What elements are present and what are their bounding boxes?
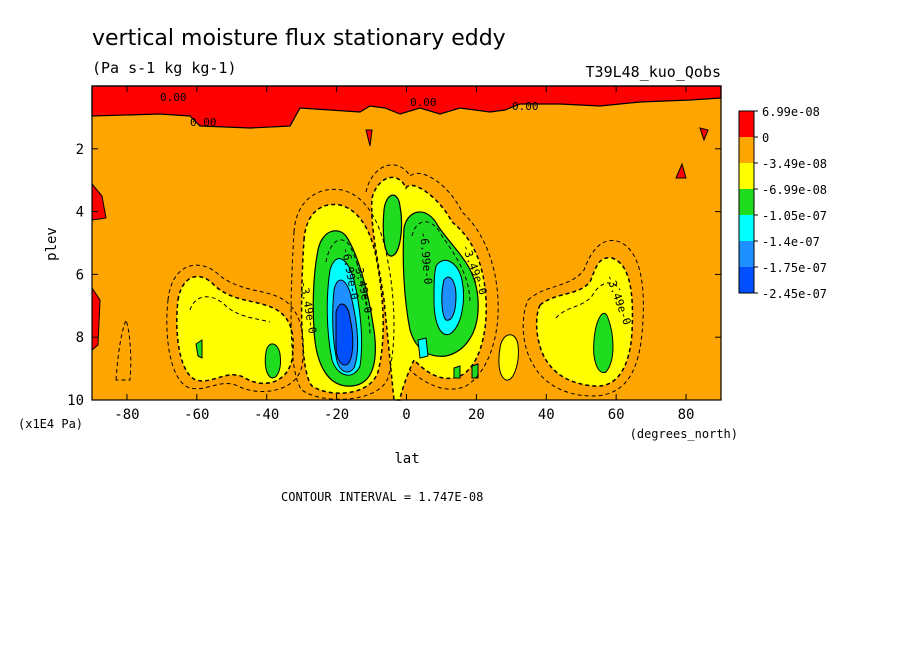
deep-blue-region-south <box>335 303 354 366</box>
y-tick-label: 4 <box>76 205 84 221</box>
positive-region-drip <box>365 129 373 147</box>
axis-ticks: -80 -60 -40 -20 0 20 40 60 80 2 4 6 8 10 <box>67 86 721 423</box>
x-tick-label: -40 <box>254 407 279 423</box>
colorbar-label: -1.75e-07 <box>762 261 827 275</box>
y-tick-label: 6 <box>76 267 84 283</box>
green-region-north-a <box>382 194 403 257</box>
dashed-contours <box>115 164 644 400</box>
contour-interval-note: CONTOUR INTERVAL = 1.747E-08 <box>281 490 483 504</box>
x-tick-label: 20 <box>468 407 485 423</box>
x-tick-label: 80 <box>678 407 695 423</box>
y-tick-label: 2 <box>76 142 84 158</box>
colorbar-swatch <box>739 241 754 267</box>
x-tick-label: 0 <box>402 407 410 423</box>
yellow-region-small <box>498 334 519 381</box>
chart-title: vertical moisture flux stationary eddy <box>92 26 506 51</box>
x-axis-label: lat <box>394 451 419 467</box>
blue-region-north <box>441 276 457 321</box>
colorbar-swatch <box>739 215 754 241</box>
x-tick-label: 40 <box>538 407 555 423</box>
positive-region-top <box>91 85 722 129</box>
x-tick-label: -80 <box>114 407 139 423</box>
green-region-dot-a <box>195 339 203 359</box>
green-region-south-small <box>264 343 281 379</box>
positive-region-notch <box>699 127 709 142</box>
contour-label: 0.00 <box>160 91 187 104</box>
plot-area: 0.00 0.00 0.00 0.00 -3.49e-0 -6.99e-0 -6… <box>67 85 722 423</box>
cyan-region-small <box>417 337 429 359</box>
x-tick-label: -20 <box>324 407 349 423</box>
colorbar-label: -6.99e-08 <box>762 183 827 197</box>
chart-units: (Pa s-1 kg kg-1) <box>92 59 237 77</box>
colorbar-label: 6.99e-08 <box>762 105 820 119</box>
green-region-east <box>593 312 614 374</box>
contour-label: 0.00 <box>410 96 437 109</box>
contour-label: 0.00 <box>190 116 217 129</box>
colorbar-label: -1.05e-07 <box>762 209 827 223</box>
colorbar-swatch <box>739 137 754 163</box>
contour-label: -6.99e-0 <box>417 231 435 285</box>
colorbar-swatch <box>739 111 754 137</box>
colorbar-swatch <box>739 163 754 189</box>
y-axis-label: plev <box>44 227 60 261</box>
yellow-region-south <box>176 275 294 385</box>
colorbar-swatch <box>739 267 754 293</box>
colorbar-label: -2.45e-07 <box>762 287 827 301</box>
x-tick-label: -60 <box>184 407 209 423</box>
x-tick-label: 60 <box>608 407 625 423</box>
y-tick-label: 10 <box>67 393 84 409</box>
y-tick-label: 8 <box>76 330 84 346</box>
colorbar-swatch <box>739 189 754 215</box>
green-region-dot-c <box>471 363 479 379</box>
y-axis-units: (x1E4 Pa) <box>18 417 83 431</box>
colorbar-label: -1.4e-07 <box>762 235 820 249</box>
contour-label: 0.00 <box>512 100 539 113</box>
experiment-label: T39L48_kuo_Qobs <box>586 63 721 81</box>
colorbar-label: -3.49e-08 <box>762 157 827 171</box>
x-axis-units: (degrees_north) <box>630 427 738 441</box>
positive-region-east <box>675 162 687 179</box>
green-region-dot-b <box>453 365 461 379</box>
colorbar-frame <box>738 110 755 294</box>
colorbar-legend: 6.99e-08 0 -3.49e-08 -6.99e-08 -1.05e-07 -1.4… <box>738 105 827 301</box>
colorbar-label: 0 <box>762 131 769 145</box>
